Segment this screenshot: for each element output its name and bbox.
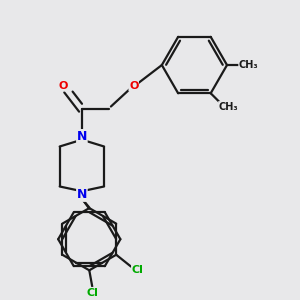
Text: Cl: Cl xyxy=(132,265,143,275)
Text: Cl: Cl xyxy=(86,287,98,298)
Text: O: O xyxy=(59,81,68,91)
Text: CH₃: CH₃ xyxy=(239,60,258,70)
Text: O: O xyxy=(129,81,138,91)
Text: N: N xyxy=(77,130,87,142)
Text: CH₃: CH₃ xyxy=(219,102,238,112)
Text: N: N xyxy=(77,188,87,201)
